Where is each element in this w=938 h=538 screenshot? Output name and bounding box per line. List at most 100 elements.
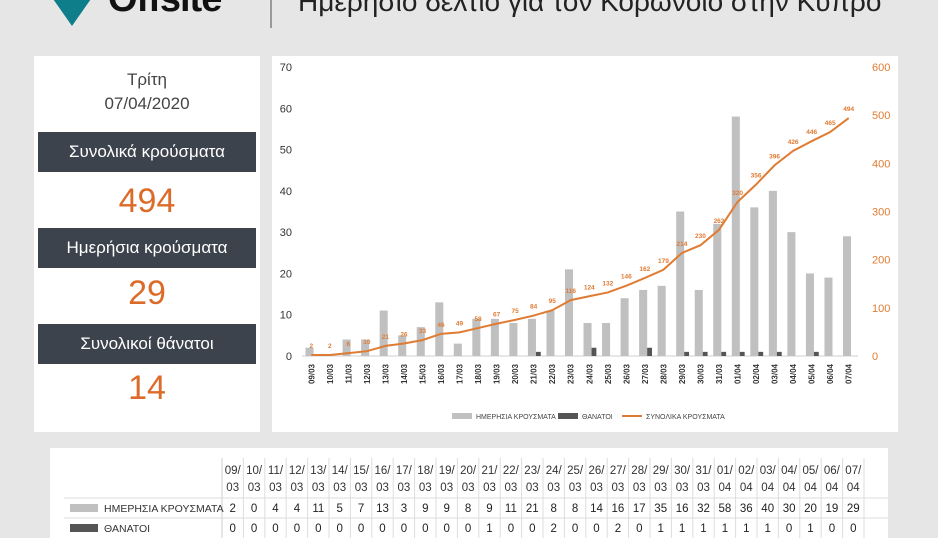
- table-daily-cell: 5: [336, 503, 342, 515]
- table-header-month: 03: [248, 482, 261, 494]
- total-cases-data-label: 2: [309, 343, 313, 350]
- total-cases-data-label: 21: [382, 334, 390, 341]
- summary-panel: Τρίτη 07/04/2020 Συνολικά κρούσματα 494 …: [34, 56, 260, 432]
- table-header-day: 01/: [717, 465, 734, 477]
- table-header-day: 09/: [225, 465, 242, 477]
- table-header-month: 04: [826, 482, 839, 494]
- table-daily-row-label: ΗΜΕΡΗΣΙΑ ΚΡΟΥΣΜΑΤΑ: [104, 503, 224, 515]
- x-tick-label: 04/04: [789, 363, 798, 384]
- x-tick-label: 22/03: [548, 363, 557, 384]
- total-cases-data-label: 179: [658, 258, 669, 265]
- table-header-month: 03: [291, 482, 304, 494]
- daily-cases-bar: [342, 339, 351, 356]
- data-table: 09/032010/030011/034012/034013/0311014/0…: [64, 458, 888, 538]
- legend-deaths-label: ΘΑΝΑΤΟΙ: [582, 414, 613, 421]
- daily-cases-bar: [305, 347, 314, 356]
- y-right-tick-label: 500: [872, 110, 890, 122]
- table-deaths-cell: 0: [529, 523, 535, 535]
- table-header-day: 14/: [332, 465, 349, 477]
- total-deaths-value: 14: [128, 369, 166, 407]
- x-tick-label: 16/03: [437, 363, 446, 384]
- table-header-day: 15/: [353, 465, 370, 477]
- x-tick-label: 01/04: [734, 363, 743, 384]
- x-tick-label: 28/03: [659, 363, 668, 384]
- table-deaths-cell: 0: [315, 523, 321, 535]
- table-deaths-cell: 0: [379, 523, 385, 535]
- total-cases-label: Συνολικά κρούσματα: [38, 132, 256, 172]
- x-tick-label: 26/03: [622, 363, 631, 384]
- total-cases-data-label: 26: [400, 331, 408, 338]
- daily-cases-bar: [527, 318, 536, 356]
- table-header-month: 04: [719, 482, 732, 494]
- table-daily-cell: 7: [358, 503, 364, 515]
- table-header-month: 03: [612, 482, 625, 494]
- table-header-day: 17/: [396, 465, 413, 477]
- legend-total-label: ΣΥΝΟΛΙΚΑ ΚΡΟΥΣΜΑΤΑ: [646, 414, 725, 421]
- table-header-day: 10/: [246, 465, 263, 477]
- table-header-day: 05/: [803, 465, 820, 477]
- table-deaths-cell: 0: [251, 523, 257, 535]
- total-cases-data-label: 494: [843, 106, 854, 113]
- y-left-tick-label: 0: [286, 351, 292, 363]
- daily-cases-bar: [657, 285, 666, 356]
- table-header-day: 27/: [610, 465, 627, 477]
- table-deaths-cell: 0: [850, 523, 856, 535]
- table-daily-cell: 16: [676, 503, 689, 515]
- deaths-bar: [647, 347, 652, 356]
- x-tick-label: 10/03: [326, 363, 335, 384]
- table-daily-cell: 40: [761, 503, 774, 515]
- x-tick-label: 14/03: [400, 363, 409, 384]
- total-cases-data-label: 67: [493, 312, 501, 319]
- table-header-month: 04: [804, 482, 817, 494]
- table-daily-cell: 13: [376, 503, 389, 515]
- page-title: Ημερήσιο δελτίο για τον Κορωνοϊό στην Κύ…: [298, 0, 882, 17]
- table-daily-cell: 3: [401, 503, 407, 515]
- table-deaths-cell: 1: [700, 523, 706, 535]
- table-header-month: 03: [333, 482, 346, 494]
- daily-cases-bar: [620, 298, 629, 356]
- covid-combo-chart: 0 10 20 30 40 50 60 70 0 100 200 300 400 500 600 09/03 1…: [280, 62, 891, 421]
- table-deaths-cell: 0: [358, 523, 364, 535]
- table-header-month: 04: [847, 482, 860, 494]
- total-cases-data-label: 2: [328, 343, 332, 350]
- table-deaths-cell: 0: [786, 523, 792, 535]
- total-cases-data-label: 262: [714, 218, 725, 225]
- table-deaths-cell: 0: [636, 523, 642, 535]
- x-tick-label: 21/03: [530, 363, 539, 384]
- legend-daily-swatch: [452, 413, 472, 419]
- table-header-day: 18/: [417, 465, 434, 477]
- table-daily-cell: 36: [740, 503, 753, 515]
- table-header-day: 31/: [696, 465, 713, 477]
- table-daily-cell: 8: [550, 503, 556, 515]
- y-left-tick-label: 10: [280, 310, 292, 322]
- table-deaths-cell: 0: [229, 523, 235, 535]
- deaths-bar: [702, 351, 708, 356]
- table-header-day: 20/: [460, 465, 477, 477]
- table-header-month: 04: [761, 482, 774, 494]
- table-deaths-cell: 0: [572, 523, 578, 535]
- x-tick-label: 30/03: [696, 363, 705, 384]
- daily-cases-bar: [639, 289, 648, 356]
- total-cases-data-label: 320: [732, 190, 743, 197]
- table-daily-cell: 9: [443, 503, 449, 515]
- table-deaths-cell: 2: [615, 523, 621, 535]
- x-tick-label: 23/03: [567, 363, 576, 384]
- x-tick-label: 02/04: [752, 363, 761, 384]
- table-daily-cell: 20: [804, 503, 817, 515]
- table-deaths-cell: 0: [508, 523, 514, 535]
- table-daily-cell: 21: [526, 503, 539, 515]
- x-tick-label: 15/03: [418, 363, 427, 384]
- table-header-month: 03: [419, 482, 432, 494]
- total-cases-data-label: 214: [677, 241, 688, 248]
- daily-cases-bar: [546, 310, 555, 356]
- daily-cases-bar: [361, 339, 370, 356]
- table-daily-cell: 19: [826, 503, 839, 515]
- table-daily-cell: 8: [572, 503, 578, 515]
- logo-text: Offsite: [108, 0, 222, 21]
- table-deaths-cell: 0: [593, 523, 599, 535]
- table-deaths-cell: 0: [336, 523, 342, 535]
- y-left-tick-label: 30: [280, 227, 292, 239]
- y-right-tick-label: 100: [872, 303, 890, 315]
- x-tick-label: 20/03: [511, 363, 520, 384]
- table-header-day: 02/: [738, 465, 755, 477]
